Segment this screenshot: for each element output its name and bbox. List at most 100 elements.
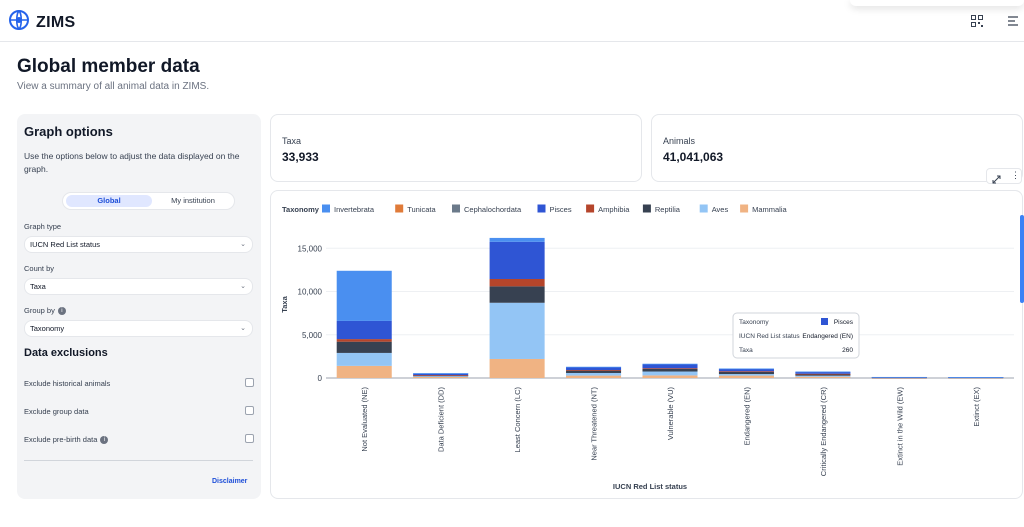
- legend-title: Taxonomy: [282, 205, 320, 214]
- bar-mammalia: [336, 365, 392, 378]
- bar-amphibia: [489, 278, 545, 287]
- x-tick-label: Data Deficient (DD): [437, 387, 446, 453]
- x-tick-label: Vulnerable (VU): [666, 387, 675, 441]
- group-by-label: Group by: [24, 306, 55, 315]
- y-tick-label: 0: [318, 374, 323, 383]
- menu-icon[interactable]: [1007, 14, 1021, 28]
- legend-swatch-pisces: [537, 204, 546, 213]
- scrollbar[interactable]: [1020, 215, 1024, 303]
- disclaimer-link[interactable]: Disclaimer: [212, 478, 248, 485]
- bar-amphibia: [795, 373, 851, 375]
- x-tick-label: Near Threatened (NT): [590, 387, 599, 461]
- legend-swatch-aves: [699, 204, 708, 213]
- info-icon[interactable]: i: [100, 436, 109, 445]
- bar-reptilia: [718, 371, 774, 375]
- exclude-group-label: Exclude group data: [24, 407, 89, 416]
- panel-divider: [24, 460, 253, 461]
- exclude-prebirth-checkbox[interactable]: [245, 434, 254, 443]
- bar-pisces: [336, 320, 392, 340]
- bar-invertebrata: [489, 237, 545, 242]
- legend-swatch-tunicata: [395, 204, 404, 213]
- bar-reptilia: [642, 368, 698, 372]
- graph-options-description: Use the options below to adjust the data…: [24, 151, 240, 174]
- expand-icon[interactable]: [992, 171, 1001, 189]
- bar-pisces: [795, 372, 851, 374]
- info-icon[interactable]: i: [57, 307, 66, 316]
- graph-type-label: Graph type: [24, 222, 62, 231]
- bar-mammalia: [489, 358, 545, 378]
- legend-label-tunicata: Tunicata: [407, 205, 436, 214]
- bar-reptilia: [336, 341, 392, 353]
- bar-invertebrata: [642, 363, 698, 365]
- bar-invertebrata: [948, 377, 1004, 378]
- bar-amphibia: [718, 371, 774, 373]
- legend-label-aves: Aves: [712, 205, 729, 214]
- x-axis-label: IUCN Red List status: [613, 482, 687, 491]
- graph-options-heading: Graph options: [24, 124, 113, 139]
- group-by-select[interactable]: Taxonomy ⌄: [24, 320, 253, 337]
- bar-amphibia: [566, 370, 622, 371]
- animals-stat-card: Animals 41,041,063: [651, 114, 1023, 182]
- y-tick-label: 5,000: [302, 331, 323, 340]
- qr-code-icon[interactable]: [971, 14, 985, 28]
- x-tick-label: Critically Endangered (CR): [819, 387, 828, 477]
- legend-label-invertebrata: Invertebrata: [334, 205, 375, 214]
- group-by-label-row: Group by i: [24, 306, 66, 316]
- bar-pisces: [489, 241, 545, 279]
- chart-card: Taxonomy Invertebrata Tunicata Cephalochord…: [270, 190, 1023, 499]
- tooltip-count-value: 260: [842, 347, 853, 354]
- tooltip-status-value: Endangered (EN): [802, 333, 853, 340]
- exclude-prebirth-label: Exclude pre-birth data: [24, 435, 98, 444]
- legend-label-reptilia: Reptilia: [655, 205, 681, 214]
- exclude-prebirth-row: Exclude pre-birth data i: [24, 435, 109, 445]
- bar-amphibia: [336, 339, 392, 342]
- legend-swatch-amphibia: [586, 204, 595, 213]
- globe-icon: [8, 9, 30, 36]
- bar-reptilia: [489, 286, 545, 303]
- chart-toolbar: ⋮: [986, 168, 1022, 184]
- animals-stat-value: 41,041,063: [663, 150, 724, 164]
- bar-invertebrata: [413, 373, 469, 374]
- count-by-label: Count by: [24, 264, 55, 273]
- bar-invertebrata: [871, 376, 927, 378]
- taxa-stat-label: Taxa: [282, 136, 302, 146]
- bar-pisces: [718, 369, 774, 372]
- toggle-global[interactable]: Global: [66, 195, 152, 207]
- tooltip-taxonomy-label: Taxonomy: [739, 319, 769, 326]
- legend-label-pisces: Pisces: [550, 205, 572, 214]
- group-by-value: Taxonomy: [30, 324, 65, 333]
- bar-amphibia: [413, 375, 469, 376]
- bar-aves: [718, 374, 774, 376]
- more-options-icon[interactable]: ⋮: [1011, 170, 1020, 180]
- bar-invertebrata: [718, 368, 774, 370]
- bar-aves: [566, 372, 622, 376]
- bar-aves: [336, 352, 392, 366]
- chevron-down-icon: ⌄: [240, 241, 246, 248]
- bar-mammalia: [566, 375, 622, 378]
- bar-reptilia: [795, 374, 851, 376]
- bar-invertebrata: [336, 270, 392, 321]
- chevron-down-icon: ⌄: [240, 283, 246, 290]
- bar-pisces: [413, 373, 469, 376]
- app-name: ZIMS: [36, 13, 76, 31]
- graph-options-panel: Graph options Use the options below to a…: [17, 114, 261, 499]
- tooltip-taxonomy-value: Pisces: [834, 319, 854, 326]
- exclude-historical-checkbox[interactable]: [245, 378, 254, 387]
- count-by-select[interactable]: Taxa ⌄: [24, 278, 253, 295]
- x-tick-label: Endangered (EN): [742, 387, 751, 446]
- bar-pisces: [642, 364, 698, 369]
- x-tick-label: Not Evaluated (NE): [360, 387, 369, 452]
- legend-swatch-cephalochordata: [452, 204, 460, 213]
- data-exclusions-heading: Data exclusions: [24, 347, 108, 359]
- exclude-group-checkbox[interactable]: [245, 406, 254, 415]
- app-logo[interactable]: ZIMS: [8, 9, 75, 36]
- tooltip-status-label: IUCN Red List status: [739, 333, 800, 340]
- bar-invertebrata: [795, 371, 851, 373]
- graph-type-select[interactable]: IUCN Red List status ⌄: [24, 236, 253, 253]
- bar-aves: [642, 371, 698, 376]
- graph-type-value: IUCN Red List status: [30, 240, 101, 249]
- toggle-my-institution[interactable]: My institution: [171, 196, 215, 205]
- bar-mammalia: [642, 375, 698, 378]
- chevron-down-icon: ⌄: [240, 325, 246, 332]
- exclude-historical-label: Exclude historical animals: [24, 379, 111, 388]
